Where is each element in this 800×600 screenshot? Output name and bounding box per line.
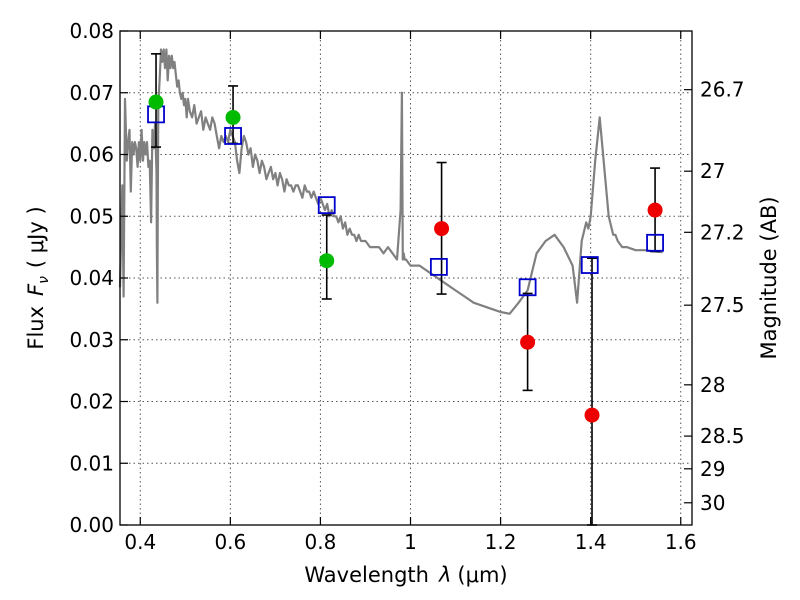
model-spectrum-line [118,48,663,315]
y-axis-label-unit: ( μJy ) [24,206,48,268]
y-tick-label: 0.05 [69,204,114,228]
x-axis-label-symbol: λ [438,563,451,587]
y-axis-label-subscript: ν [36,276,52,284]
tick-layer: 0.4 0.6 0.8 1 1.2 1.4 1.6 0.00 0.01 0.02 0.03 0.04 0… [69,19,744,554]
y-tick-label: 0.00 [69,513,114,537]
y-tick-label: 0.02 [69,390,114,414]
right-tick-label: 27.2 [700,220,745,244]
right-tick-label: 28.5 [700,424,745,448]
observed-flux-green-point [319,253,335,269]
errorbar-layer [151,53,661,526]
right-tick-label: 26.7 [700,78,745,102]
right-tick-label: 29 [700,457,725,481]
y-axis-label: Flux Fν ( μJy ) [24,206,52,349]
spectrum-layer [118,48,663,315]
model-flux-square [580,256,599,274]
y-axis-label-prefix: Flux [24,306,48,350]
x-tick-label: 0.4 [124,530,156,554]
observed-flux-red-point [434,221,450,237]
observed-flux-green-point [148,94,164,110]
x-tick-label: 0.6 [214,530,246,554]
model-flux-square [429,257,448,276]
y-tick-label: 0.03 [69,328,114,352]
right-tick-label: 28 [700,373,725,397]
y-tick-label: 0.01 [69,451,114,475]
right-tick-label: 30 [700,491,725,515]
y-tick-label: 0.06 [69,143,114,167]
observed-flux-red-point [520,334,536,350]
x-axis-label: Wavelength λ (μm) [304,563,507,587]
y-tick-label: 0.04 [69,266,114,290]
observed-flux-green-point [225,109,241,125]
x-tick-label: 1.4 [575,530,607,554]
marker-layer [147,94,664,423]
grid-layer [120,31,692,525]
x-tick-label: 0.8 [305,530,337,554]
x-tick-label: 1.2 [485,530,517,554]
x-axis-label-unit: (μm) [457,563,507,587]
y-tick-label: 0.07 [69,81,114,105]
right-axis-label: Magnitude (AB) [757,196,781,359]
y-tick-label: 0.08 [69,19,114,43]
model-flux-square [317,196,336,215]
model-flux-square [224,127,242,145]
y-axis-label-symbol: F [24,283,48,296]
right-tick-label: 27 [700,159,725,183]
observed-flux-red-point [647,202,663,218]
x-tick-label: 1.6 [665,530,697,554]
model-flux-square [518,278,537,297]
model-flux-square [646,233,664,252]
observed-flux-red-point [584,407,600,423]
right-tick-label: 27.5 [700,293,745,317]
x-tick-label: 1 [404,530,417,554]
x-axis-label-prefix: Wavelength [304,563,429,587]
